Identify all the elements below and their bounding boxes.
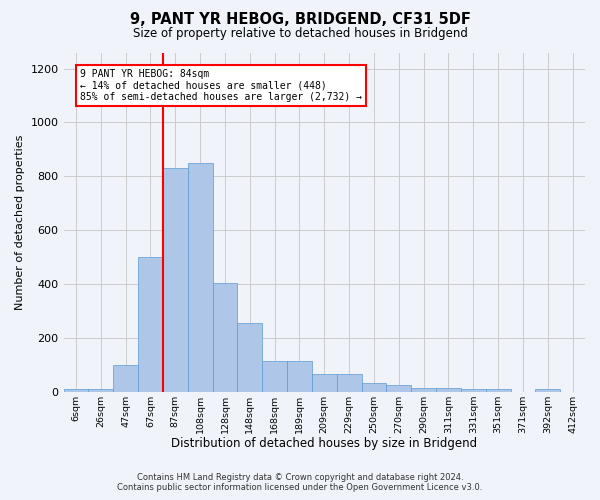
Bar [113,364,138,392]
Bar [163,168,188,392]
Bar [312,374,337,392]
Text: 9, PANT YR HEBOG, BRIDGEND, CF31 5DF: 9, PANT YR HEBOG, BRIDGEND, CF31 5DF [130,12,470,28]
Bar [88,389,113,392]
Bar [485,389,511,392]
Bar [436,388,461,392]
Bar [64,389,88,392]
Bar [535,389,560,392]
Bar [212,282,238,392]
Y-axis label: Number of detached properties: Number of detached properties [15,134,25,310]
Bar [362,384,386,392]
Text: Size of property relative to detached houses in Bridgend: Size of property relative to detached ho… [133,28,467,40]
Bar [386,385,411,392]
Bar [461,389,485,392]
Bar [337,374,362,392]
Bar [138,257,163,392]
X-axis label: Distribution of detached houses by size in Bridgend: Distribution of detached houses by size … [171,437,478,450]
Bar [238,323,262,392]
Bar [411,388,436,392]
Text: 9 PANT YR HEBOG: 84sqm
← 14% of detached houses are smaller (448)
85% of semi-de: 9 PANT YR HEBOG: 84sqm ← 14% of detached… [80,68,362,102]
Bar [287,360,312,392]
Text: Contains HM Land Registry data © Crown copyright and database right 2024.
Contai: Contains HM Land Registry data © Crown c… [118,473,482,492]
Bar [188,163,212,392]
Bar [262,360,287,392]
